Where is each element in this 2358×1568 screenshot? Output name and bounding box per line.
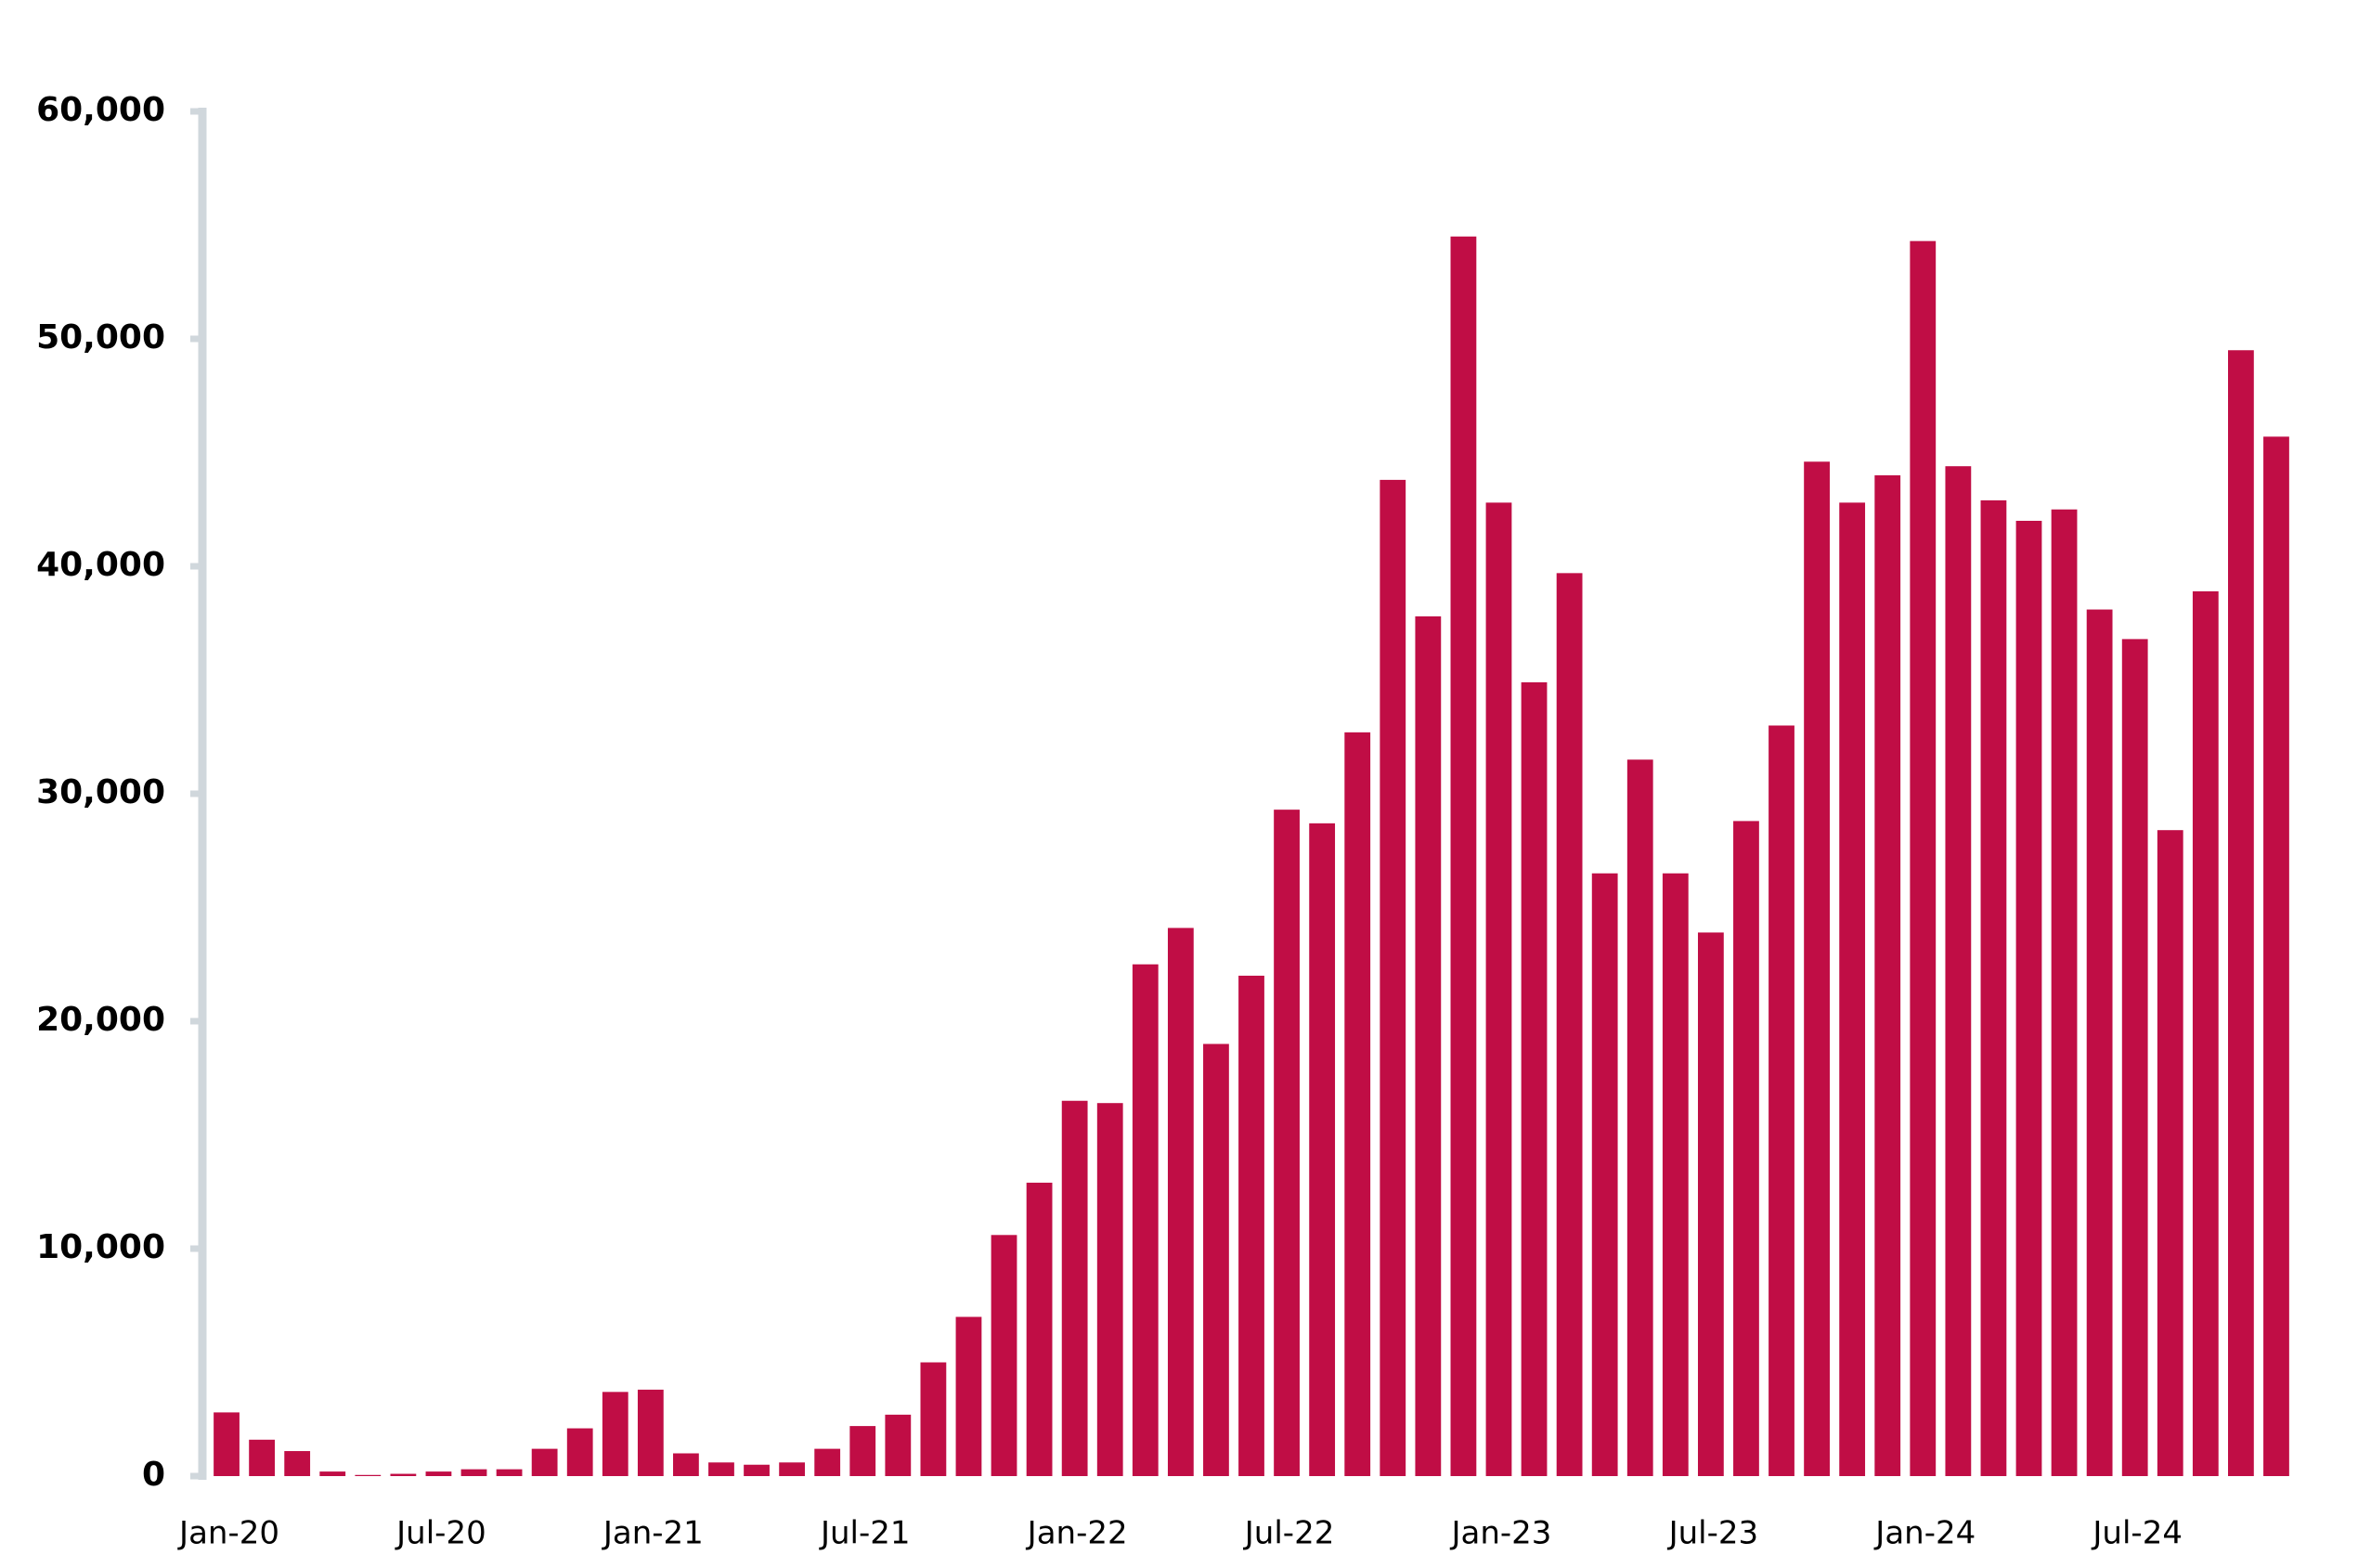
bar	[1450, 236, 1477, 1476]
bar	[566, 1428, 593, 1476]
x-tick-label: Jan-24	[1873, 1515, 1976, 1552]
bar	[1096, 1103, 1123, 1476]
bar	[708, 1462, 734, 1476]
x-tick-label: Jan-20	[177, 1515, 279, 1552]
bar	[1132, 964, 1159, 1476]
bar	[955, 1316, 982, 1476]
x-tick-label: Jan-22	[1026, 1515, 1128, 1552]
x-tick-label: Jul-23	[1667, 1515, 1759, 1552]
bar	[779, 1462, 806, 1476]
x-tick-label: Jul-21	[819, 1515, 911, 1552]
bar	[355, 1474, 382, 1476]
x-tick-label: Jul-20	[395, 1515, 486, 1552]
y-tick-label: 60,000	[36, 91, 165, 129]
bar	[1415, 616, 1442, 1476]
bar	[2121, 639, 2148, 1476]
bar	[1274, 810, 1300, 1476]
bar	[1804, 461, 1830, 1476]
bar	[849, 1426, 876, 1476]
y-tick-label: 0	[142, 1456, 165, 1494]
bar	[2263, 436, 2289, 1477]
bar	[1980, 499, 2007, 1477]
bar	[1591, 873, 1618, 1476]
bar	[2157, 830, 2183, 1476]
bar	[1697, 932, 1724, 1476]
bar	[814, 1448, 841, 1476]
bar	[1626, 759, 1653, 1476]
bar	[496, 1469, 523, 1476]
bar	[1238, 976, 1264, 1476]
bar	[1026, 1182, 1053, 1476]
bar	[673, 1453, 699, 1476]
bar	[1768, 725, 1794, 1476]
bar	[1945, 466, 1972, 1477]
y-tick-label: 30,000	[36, 773, 165, 811]
bar	[2192, 590, 2219, 1476]
bar	[991, 1235, 1017, 1476]
bar	[214, 1412, 240, 1476]
bar	[1203, 1043, 1229, 1476]
bar	[1874, 475, 1901, 1476]
bar	[1485, 502, 1512, 1476]
bar	[1662, 873, 1689, 1476]
x-tick-label: Jul-24	[2091, 1515, 2183, 1552]
bar	[2228, 350, 2254, 1476]
bar	[1910, 240, 1937, 1476]
bar	[531, 1448, 558, 1476]
bar	[1309, 823, 1336, 1476]
bar	[744, 1464, 770, 1476]
bar	[1733, 821, 1759, 1476]
bar	[2015, 521, 2042, 1476]
y-tick-label: 10,000	[36, 1228, 165, 1266]
x-tick-label: Jan-23	[1449, 1515, 1551, 1552]
bar	[249, 1439, 275, 1476]
bar	[1061, 1100, 1088, 1476]
x-tick-label: Jul-22	[1243, 1515, 1335, 1552]
bar	[920, 1362, 947, 1476]
bar	[1521, 681, 1548, 1476]
bar	[1839, 502, 1866, 1476]
bar	[637, 1389, 664, 1476]
bar	[1344, 732, 1371, 1476]
bar	[319, 1471, 346, 1476]
y-tick-label: 20,000	[36, 1001, 165, 1039]
y-tick-label: 50,000	[36, 318, 165, 356]
bar	[2051, 509, 2078, 1476]
bar	[1380, 479, 1406, 1476]
bar	[284, 1451, 311, 1476]
bar	[602, 1392, 628, 1476]
bar	[390, 1473, 417, 1476]
y-tick-label: 40,000	[36, 546, 165, 584]
bar	[1556, 573, 1583, 1476]
bar	[460, 1469, 487, 1476]
bar	[425, 1471, 452, 1476]
bar	[1167, 927, 1194, 1476]
bar	[2086, 609, 2113, 1476]
bar	[885, 1414, 912, 1476]
x-tick-label: Jan-21	[602, 1515, 704, 1552]
